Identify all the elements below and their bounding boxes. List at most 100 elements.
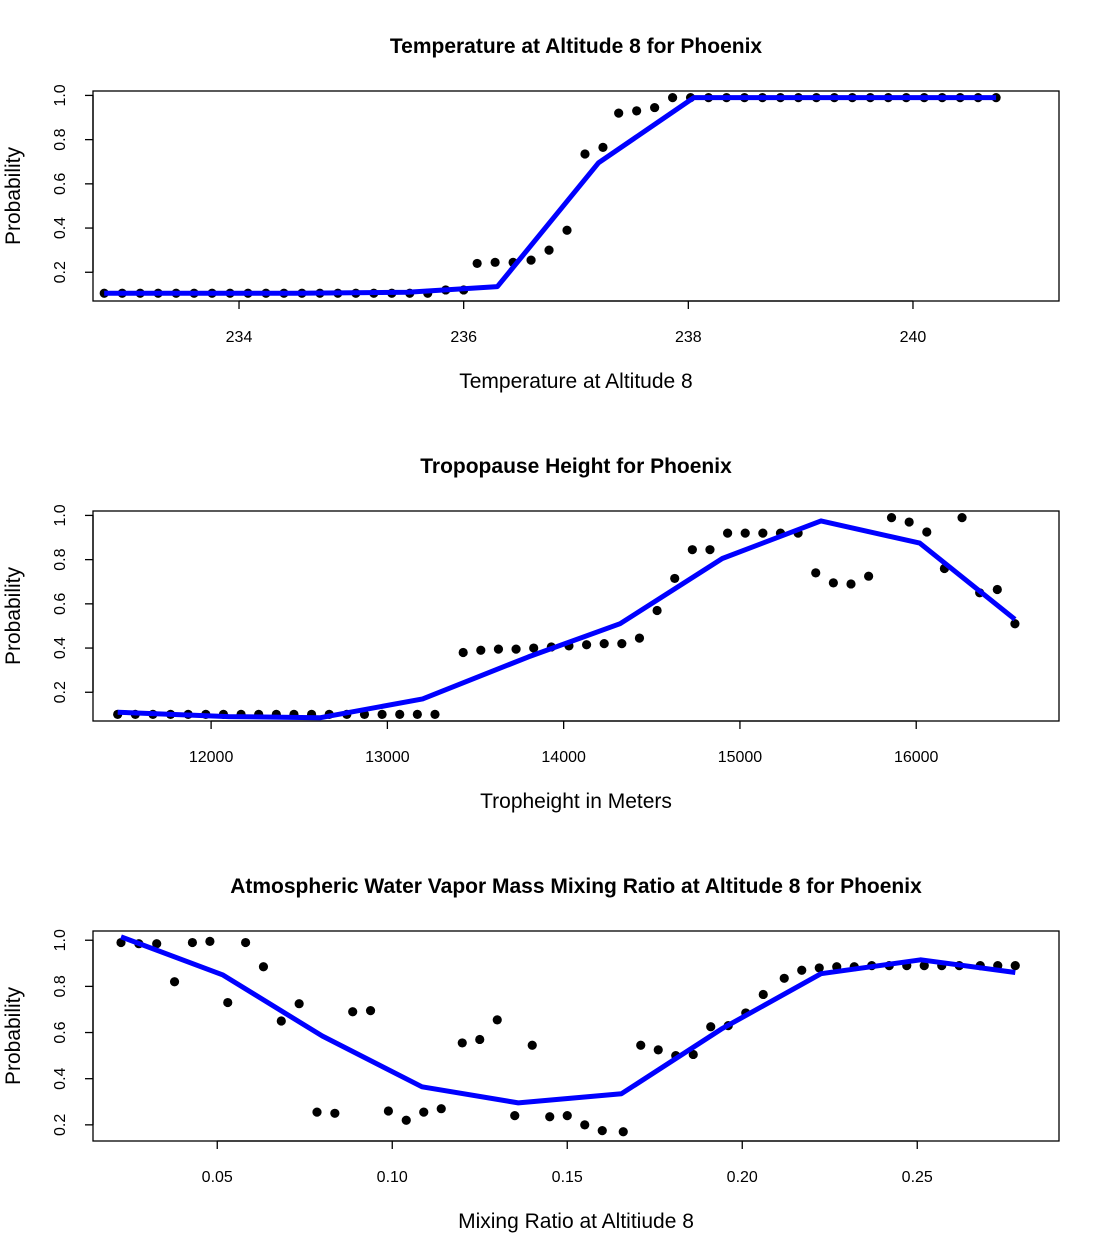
data-point xyxy=(475,1034,485,1045)
x-tick-label: 0.05 xyxy=(202,1169,233,1186)
data-point xyxy=(864,571,874,581)
data-point xyxy=(828,578,838,588)
y-tick-label: 0.4 xyxy=(52,637,69,659)
data-point xyxy=(526,255,536,265)
x-tick-label: 240 xyxy=(900,329,927,346)
data-point xyxy=(814,963,824,973)
data-point xyxy=(492,1015,502,1025)
data-point xyxy=(412,709,422,719)
data-point xyxy=(312,1107,322,1117)
data-point xyxy=(490,257,500,267)
data-point xyxy=(653,1045,663,1055)
data-point xyxy=(395,709,405,719)
x-tick-label: 12000 xyxy=(189,749,234,766)
y-tick-label: 0.6 xyxy=(52,1021,69,1043)
data-point xyxy=(580,1120,590,1130)
data-point xyxy=(472,258,482,269)
data-point xyxy=(223,997,233,1008)
y-axis-label: Probability xyxy=(2,566,25,665)
data-point xyxy=(688,1049,698,1060)
y-tick-label: 1.0 xyxy=(52,929,69,951)
data-point xyxy=(365,1006,376,1016)
chart-panel-3: Atmospheric Water Vapor Mass Mixing Rati… xyxy=(2,875,1060,1233)
x-tick-label: 0.15 xyxy=(552,1169,583,1186)
chart-title: Tropopause Height for Phoenix xyxy=(420,455,732,478)
x-tick-label: 238 xyxy=(675,329,702,346)
data-point xyxy=(846,579,856,589)
data-point xyxy=(401,1115,411,1125)
data-point xyxy=(562,225,572,235)
data-point xyxy=(276,1016,286,1026)
y-tick-label: 0.2 xyxy=(52,1114,69,1136)
data-point xyxy=(436,1104,446,1114)
data-point xyxy=(740,528,750,538)
data-point xyxy=(152,939,162,949)
data-point xyxy=(617,639,627,649)
data-point xyxy=(797,965,807,975)
data-point xyxy=(886,513,897,523)
data-point xyxy=(544,245,554,255)
data-point xyxy=(511,644,521,654)
data-point xyxy=(529,643,539,653)
y-tick-label: 0.2 xyxy=(52,261,69,283)
y-tick-label: 0.6 xyxy=(52,593,69,615)
x-tick-label: 234 xyxy=(226,329,253,346)
data-point xyxy=(476,645,486,655)
x-tick-label: 0.10 xyxy=(377,1169,408,1186)
x-tick-label: 236 xyxy=(450,329,477,346)
data-point xyxy=(377,709,387,719)
x-axis-label: Temperature at Altitude 8 xyxy=(459,370,692,393)
data-point xyxy=(169,977,180,987)
y-axis-label: Probability xyxy=(2,146,25,245)
y-tick-label: 0.4 xyxy=(52,217,69,239)
data-point xyxy=(458,647,468,658)
data-point xyxy=(758,528,768,538)
data-point xyxy=(241,937,251,948)
y-tick-label: 0.2 xyxy=(52,681,69,703)
data-point xyxy=(687,545,697,555)
data-point xyxy=(527,1040,537,1050)
y-tick-label: 1.0 xyxy=(52,84,69,106)
data-point xyxy=(670,573,680,584)
y-tick-label: 0.8 xyxy=(52,975,69,997)
y-tick-label: 0.8 xyxy=(52,548,69,570)
data-point xyxy=(636,1040,646,1050)
chart-panel-1: Temperature at Altitude 8 for Phoenix 234… xyxy=(2,35,1060,393)
x-axis: 234 236 238 240 xyxy=(226,300,927,346)
scatter-points xyxy=(99,93,1001,298)
data-point xyxy=(1010,619,1020,629)
y-axis: 0.2 0.4 0.6 0.8 1.0 xyxy=(52,84,94,283)
x-tick-label: 16000 xyxy=(894,749,939,766)
data-point xyxy=(992,584,1002,595)
x-tick-label: 15000 xyxy=(718,749,763,766)
data-point xyxy=(904,517,914,527)
x-tick-label: 13000 xyxy=(365,749,410,766)
data-point xyxy=(545,1112,555,1122)
x-axis-label: Tropheight in Meters xyxy=(480,790,672,813)
x-axis: 0.05 0.10 0.15 0.20 0.25 xyxy=(202,1140,933,1186)
data-point xyxy=(187,937,197,948)
y-tick-label: 0.4 xyxy=(52,1067,69,1089)
data-point xyxy=(205,936,215,946)
data-point xyxy=(493,644,504,654)
fit-line xyxy=(117,518,1017,721)
data-point xyxy=(599,639,609,649)
data-point xyxy=(430,709,440,719)
y-tick-label: 1.0 xyxy=(52,504,69,526)
y-tick-label: 0.8 xyxy=(52,128,69,150)
x-axis: 12000 13000 14000 15000 16000 xyxy=(189,720,939,766)
y-axis-label: Probability xyxy=(2,986,25,1085)
x-tick-label: 0.25 xyxy=(902,1169,933,1186)
data-point xyxy=(634,633,645,643)
plot-frame xyxy=(92,90,1060,302)
data-point xyxy=(1010,961,1020,971)
data-point xyxy=(722,528,733,538)
data-point xyxy=(618,1127,628,1137)
data-point xyxy=(383,1106,393,1116)
x-tick-label: 14000 xyxy=(541,749,586,766)
data-point xyxy=(330,1108,340,1118)
chart-title: Atmospheric Water Vapor Mass Mixing Rati… xyxy=(230,875,922,898)
data-point xyxy=(650,102,660,113)
fit-line xyxy=(104,95,997,296)
